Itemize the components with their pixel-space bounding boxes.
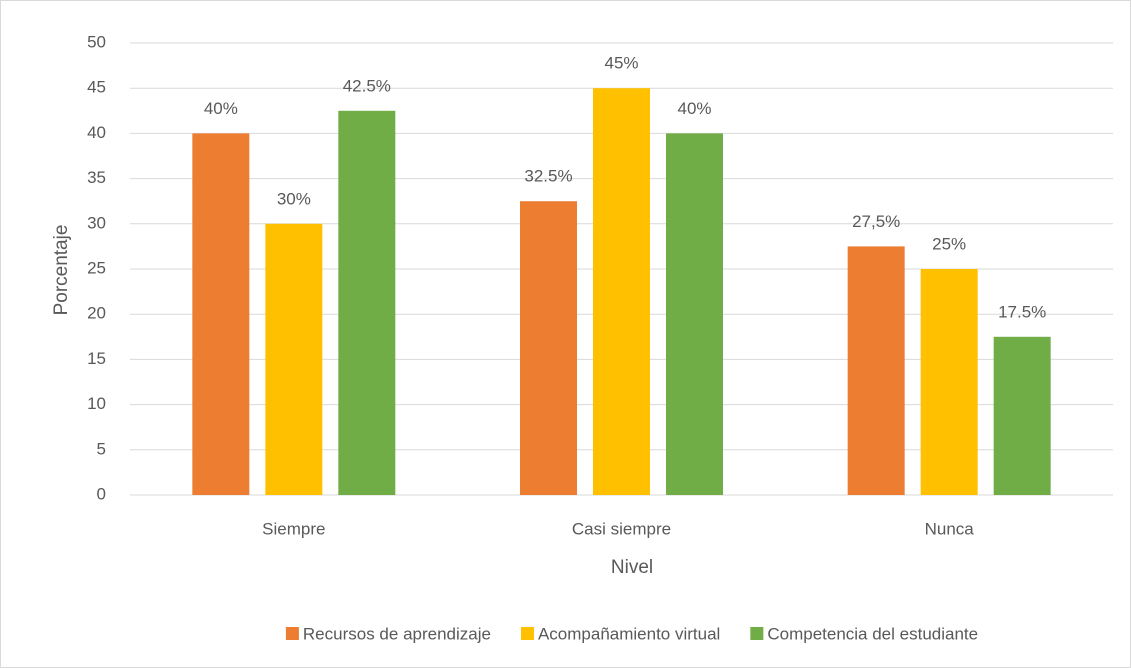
data-label: 40% <box>204 99 238 118</box>
legend-label: Recursos de aprendizaje <box>303 624 491 643</box>
y-tick-label: 10 <box>87 394 106 413</box>
data-label: 40% <box>677 99 711 118</box>
y-tick-label: 40 <box>87 123 106 142</box>
bar <box>593 88 650 495</box>
y-tick-label: 50 <box>87 32 106 51</box>
data-label: 32.5% <box>524 167 572 186</box>
y-tick-label: 35 <box>87 168 106 187</box>
legend-swatch <box>750 627 764 640</box>
x-tick-label: Casi siempre <box>572 519 671 538</box>
data-label: 30% <box>277 189 311 208</box>
bar <box>993 336 1051 495</box>
legend-label: Acompañamiento virtual <box>538 624 720 643</box>
bar <box>338 110 396 496</box>
x-axis-title: Nivel <box>611 557 653 578</box>
data-label: 25% <box>932 234 966 253</box>
bar <box>666 133 723 495</box>
data-label: 17.5% <box>998 302 1046 321</box>
data-label: 42.5% <box>343 76 391 95</box>
bar <box>265 223 323 496</box>
x-tick-label: Nunca <box>925 519 975 538</box>
x-tick-label: Siempre <box>262 519 325 538</box>
y-tick-label: 20 <box>87 304 106 323</box>
bar <box>192 133 250 495</box>
data-label: 27,5% <box>852 212 900 231</box>
legend-label: Competencia del estudiante <box>767 624 978 643</box>
bar <box>920 269 978 495</box>
data-label: 45% <box>604 54 638 73</box>
y-tick-label: 5 <box>97 439 106 458</box>
legend-swatch <box>520 627 534 640</box>
y-tick-label: 25 <box>87 258 106 277</box>
bar <box>520 201 577 495</box>
y-tick-label: 45 <box>87 78 106 97</box>
legend-swatch <box>285 627 299 640</box>
y-tick-label: 30 <box>87 213 106 232</box>
y-axis-title: Porcentaje <box>51 225 72 316</box>
y-tick-label: 0 <box>97 484 106 503</box>
y-tick-label: 15 <box>87 349 106 368</box>
bar <box>847 246 905 495</box>
